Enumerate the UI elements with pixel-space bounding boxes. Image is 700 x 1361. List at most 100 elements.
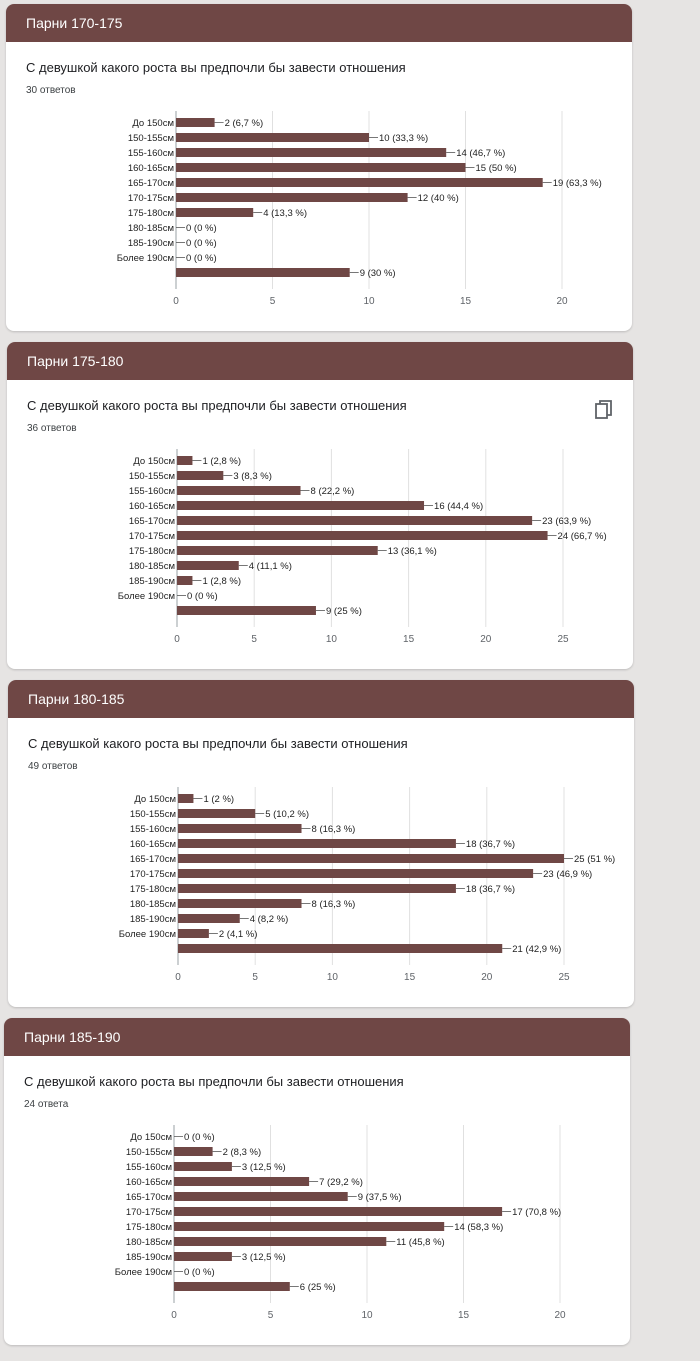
bar (176, 193, 408, 202)
value-label: 2 (6,7 %) (225, 118, 264, 129)
category-label: 155-160см (130, 824, 176, 835)
category-label: Более 190см (115, 1267, 172, 1278)
value-label: 2 (4,1 %) (219, 929, 258, 940)
value-label: 19 (63,3 %) (553, 178, 602, 189)
value-label: 0 (0 %) (186, 253, 217, 264)
value-label: 4 (13,3 %) (263, 208, 307, 219)
value-label: 3 (12,5 %) (242, 1162, 286, 1173)
tick-label: 0 (173, 296, 179, 307)
tick-label: 5 (268, 1310, 274, 1321)
value-label: 0 (0 %) (184, 1132, 215, 1143)
card-header: Парни 175-180 (7, 342, 633, 380)
bar (178, 929, 209, 938)
tick-label: 10 (326, 634, 338, 645)
bar (174, 1222, 445, 1231)
tick-label: 10 (327, 972, 339, 983)
value-label: 23 (63,9 %) (542, 516, 591, 527)
chart-card-1: Парни 170-175 С девушкой какого роста вы… (6, 4, 632, 331)
category-label: 180-185см (129, 561, 175, 572)
copy-icon[interactable] (595, 400, 613, 420)
tick-label: 25 (557, 634, 569, 645)
bar (178, 839, 456, 848)
value-label: 9 (37,5 %) (358, 1192, 402, 1203)
value-label: 5 (10,2 %) (265, 809, 309, 820)
question-title: С девушкой какого роста вы предпочли бы … (27, 398, 407, 413)
category-label: 155-160см (128, 148, 174, 159)
bar (174, 1147, 213, 1156)
bar (177, 531, 548, 540)
tick-label: 10 (361, 1310, 373, 1321)
bar (178, 824, 302, 833)
bar (177, 516, 533, 525)
value-label: 3 (12,5 %) (242, 1252, 286, 1263)
bar (177, 486, 301, 495)
category-label: 150-155см (130, 809, 176, 820)
card-header: Парни 170-175 (6, 4, 632, 42)
tick-label: 20 (481, 972, 493, 983)
bar (177, 561, 239, 570)
bar (176, 163, 466, 172)
value-label: 17 (70,8 %) (512, 1207, 561, 1218)
category-label: 165-170см (129, 516, 175, 527)
category-label: 165-170см (126, 1192, 172, 1203)
value-label: 14 (58,3 %) (454, 1222, 503, 1233)
value-label: 18 (36,7 %) (466, 884, 515, 895)
value-label: 9 (25 %) (326, 606, 362, 617)
bar (176, 268, 350, 277)
value-label: 8 (16,3 %) (312, 899, 356, 910)
value-label: 1 (2,8 %) (202, 576, 241, 587)
tick-label: 0 (171, 1310, 177, 1321)
value-label: 12 (40 %) (418, 193, 459, 204)
bar (177, 456, 193, 465)
category-label: 150-155см (126, 1147, 172, 1158)
tick-label: 0 (174, 634, 180, 645)
category-label: 185-190см (126, 1252, 172, 1263)
value-label: 0 (0 %) (184, 1267, 215, 1278)
category-label: 160-165см (129, 501, 175, 512)
bar (174, 1237, 387, 1246)
category-label: 185-190см (128, 238, 174, 249)
value-label: 9 (30 %) (360, 268, 396, 279)
category-label: 180-185см (126, 1237, 172, 1248)
response-count: 36 ответов (27, 423, 77, 434)
category-label: 175-180см (126, 1222, 172, 1233)
tick-label: 15 (460, 296, 472, 307)
value-label: 13 (36,1 %) (388, 546, 437, 557)
bar-chart: 0 5 10 15 20 До 150см 0 (0 %) 150-155см 2 (8,3 %… (115, 1125, 566, 1321)
value-label: 0 (0 %) (186, 238, 217, 249)
tick-label: 5 (270, 296, 276, 307)
value-label: 23 (46,9 %) (543, 869, 592, 880)
tick-label: 25 (558, 972, 570, 983)
category-label: 165-170см (130, 854, 176, 865)
value-label: 0 (0 %) (187, 591, 218, 602)
category-label: 180-185см (130, 899, 176, 910)
bar (176, 133, 369, 142)
bar (178, 869, 534, 878)
category-label: До 150см (130, 1132, 172, 1143)
category-label: Более 190см (117, 253, 174, 264)
tick-label: 15 (404, 972, 416, 983)
bar (178, 899, 302, 908)
category-label: До 150см (134, 794, 176, 805)
category-label: 170-175см (129, 531, 175, 542)
bar (174, 1207, 503, 1216)
bar (177, 606, 316, 615)
category-label: 175-180см (128, 208, 174, 219)
value-label: 6 (25 %) (300, 1282, 336, 1293)
value-label: 4 (11,1 %) (249, 561, 292, 572)
value-label: 2 (8,3 %) (223, 1147, 262, 1158)
bar-chart: 0 5 10 15 20 До 150см 2 (6,7 %) 150-155см 10 (33… (117, 111, 602, 307)
category-label: До 150см (132, 118, 174, 129)
category-label: 155-160см (129, 486, 175, 497)
value-label: 4 (8,2 %) (250, 914, 289, 925)
tick-label: 20 (556, 296, 568, 307)
card-header: Парни 180-185 (8, 680, 634, 718)
tick-label: 0 (175, 972, 181, 983)
tick-label: 20 (554, 1310, 566, 1321)
bar (176, 118, 215, 127)
value-label: 3 (8,3 %) (233, 471, 272, 482)
tick-label: 5 (252, 972, 258, 983)
category-label: 160-165см (126, 1177, 172, 1188)
value-label: 14 (46,7 %) (456, 148, 505, 159)
bar (178, 794, 194, 803)
